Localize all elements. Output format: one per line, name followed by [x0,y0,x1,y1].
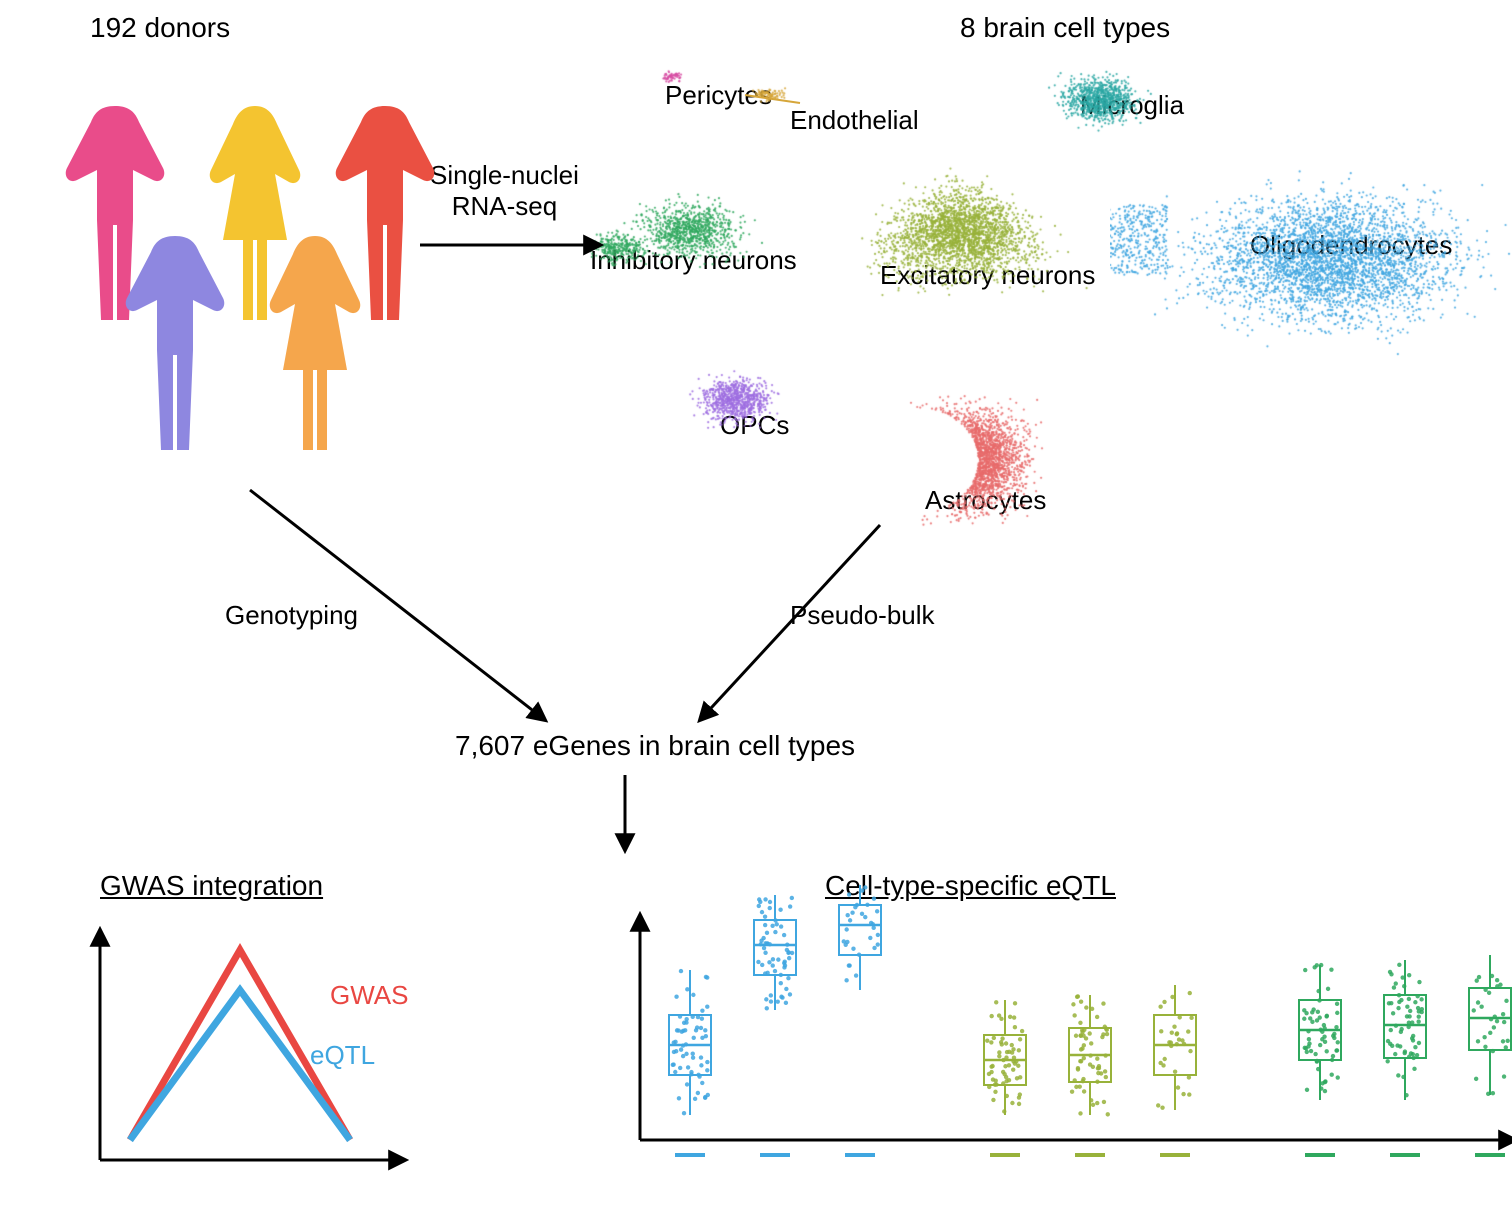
rna-seq-text: Single-nuclei RNA-seq [430,160,579,221]
eqtl-label: eQTL [310,1040,375,1071]
rna-seq-label: Single-nuclei RNA-seq [430,160,579,222]
gwas-integration-title: GWAS integration [100,870,323,902]
cluster-scatter [570,145,810,315]
gwas-label: GWAS [330,980,408,1011]
donors-title: 192 donors [90,12,230,44]
pseudobulk-label: Pseudo-bulk [790,600,935,631]
cluster-scatter [640,325,830,475]
cell-type-specific-title: Cell-type-specific eQTL [825,870,1116,902]
cluster-scatter [790,115,1130,355]
egenes-label: 7,607 eGenes in brain cell types [455,730,855,762]
cluster-scatter [1110,120,1512,400]
donor-figure [115,200,235,460]
cluster-scatter [835,345,1095,575]
donor-figure [255,200,375,460]
genotyping-label: Genotyping [225,600,358,631]
